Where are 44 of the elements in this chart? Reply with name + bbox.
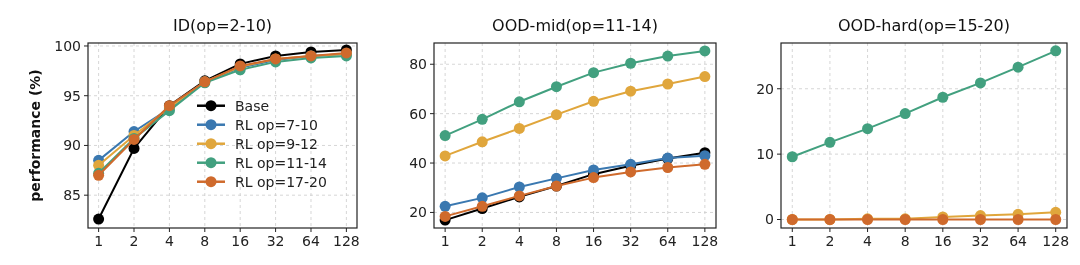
y-tick-label: 0 (765, 211, 774, 228)
y-tick-label: 20 (756, 80, 774, 97)
x-tick-label: 4 (514, 233, 524, 249)
chart-title: ID(op=2-10) (172, 16, 273, 35)
x-tick-label: 16 (584, 233, 603, 249)
y-tick-label: 85 (63, 187, 81, 204)
x-tick-label: 2 (129, 233, 139, 249)
legend-label: RL op=11-14 (235, 154, 327, 171)
y-tick-label: 60 (409, 105, 427, 122)
y-tick-label: 80 (409, 56, 427, 73)
x-tick-label: 32 (266, 233, 285, 249)
x-tick-label: 32 (621, 233, 640, 249)
x-tick-label: 2 (477, 233, 487, 249)
y-tick-label: 100 (54, 37, 81, 54)
x-tick-label: 8 (551, 233, 561, 249)
x-tick-label: 1 (440, 233, 450, 249)
chart-title: OOD-mid(op=11-14) (492, 16, 658, 35)
y-tick-label: 90 (63, 137, 81, 154)
x-tick-label: 2 (825, 233, 835, 249)
x-tick-label: 8 (900, 233, 910, 249)
x-tick-label: 128 (1042, 233, 1070, 249)
y-tick-label: 20 (409, 204, 427, 221)
y-tick-label: 40 (409, 154, 427, 171)
chart-title: OOD-hard(op=15-20) (837, 16, 1011, 35)
x-tick-label: 16 (231, 233, 250, 249)
x-tick-label: 64 (658, 233, 677, 249)
x-tick-label: 1 (787, 233, 797, 249)
x-tick-label: 64 (1009, 233, 1028, 249)
legend-label: RL op=9-12 (235, 135, 318, 152)
x-tick-label: 128 (333, 233, 360, 249)
x-tick-label: 16 (933, 233, 952, 249)
x-tick-label: 128 (691, 233, 719, 249)
x-tick-label: 8 (200, 233, 210, 249)
x-tick-label: 32 (971, 233, 990, 249)
x-tick-label: 1 (94, 233, 104, 249)
x-tick-label: 4 (164, 233, 174, 249)
y-tick-label: 10 (756, 146, 774, 163)
legend-label: RL op=17-20 (235, 173, 327, 190)
legend-label: Base (235, 97, 270, 114)
y-axis-title: performance (%) (27, 69, 43, 202)
legend-label: RL op=7-10 (235, 116, 318, 133)
x-tick-label: 4 (863, 233, 873, 249)
x-tick-label: 64 (302, 233, 320, 249)
y-tick-label: 95 (63, 87, 81, 104)
